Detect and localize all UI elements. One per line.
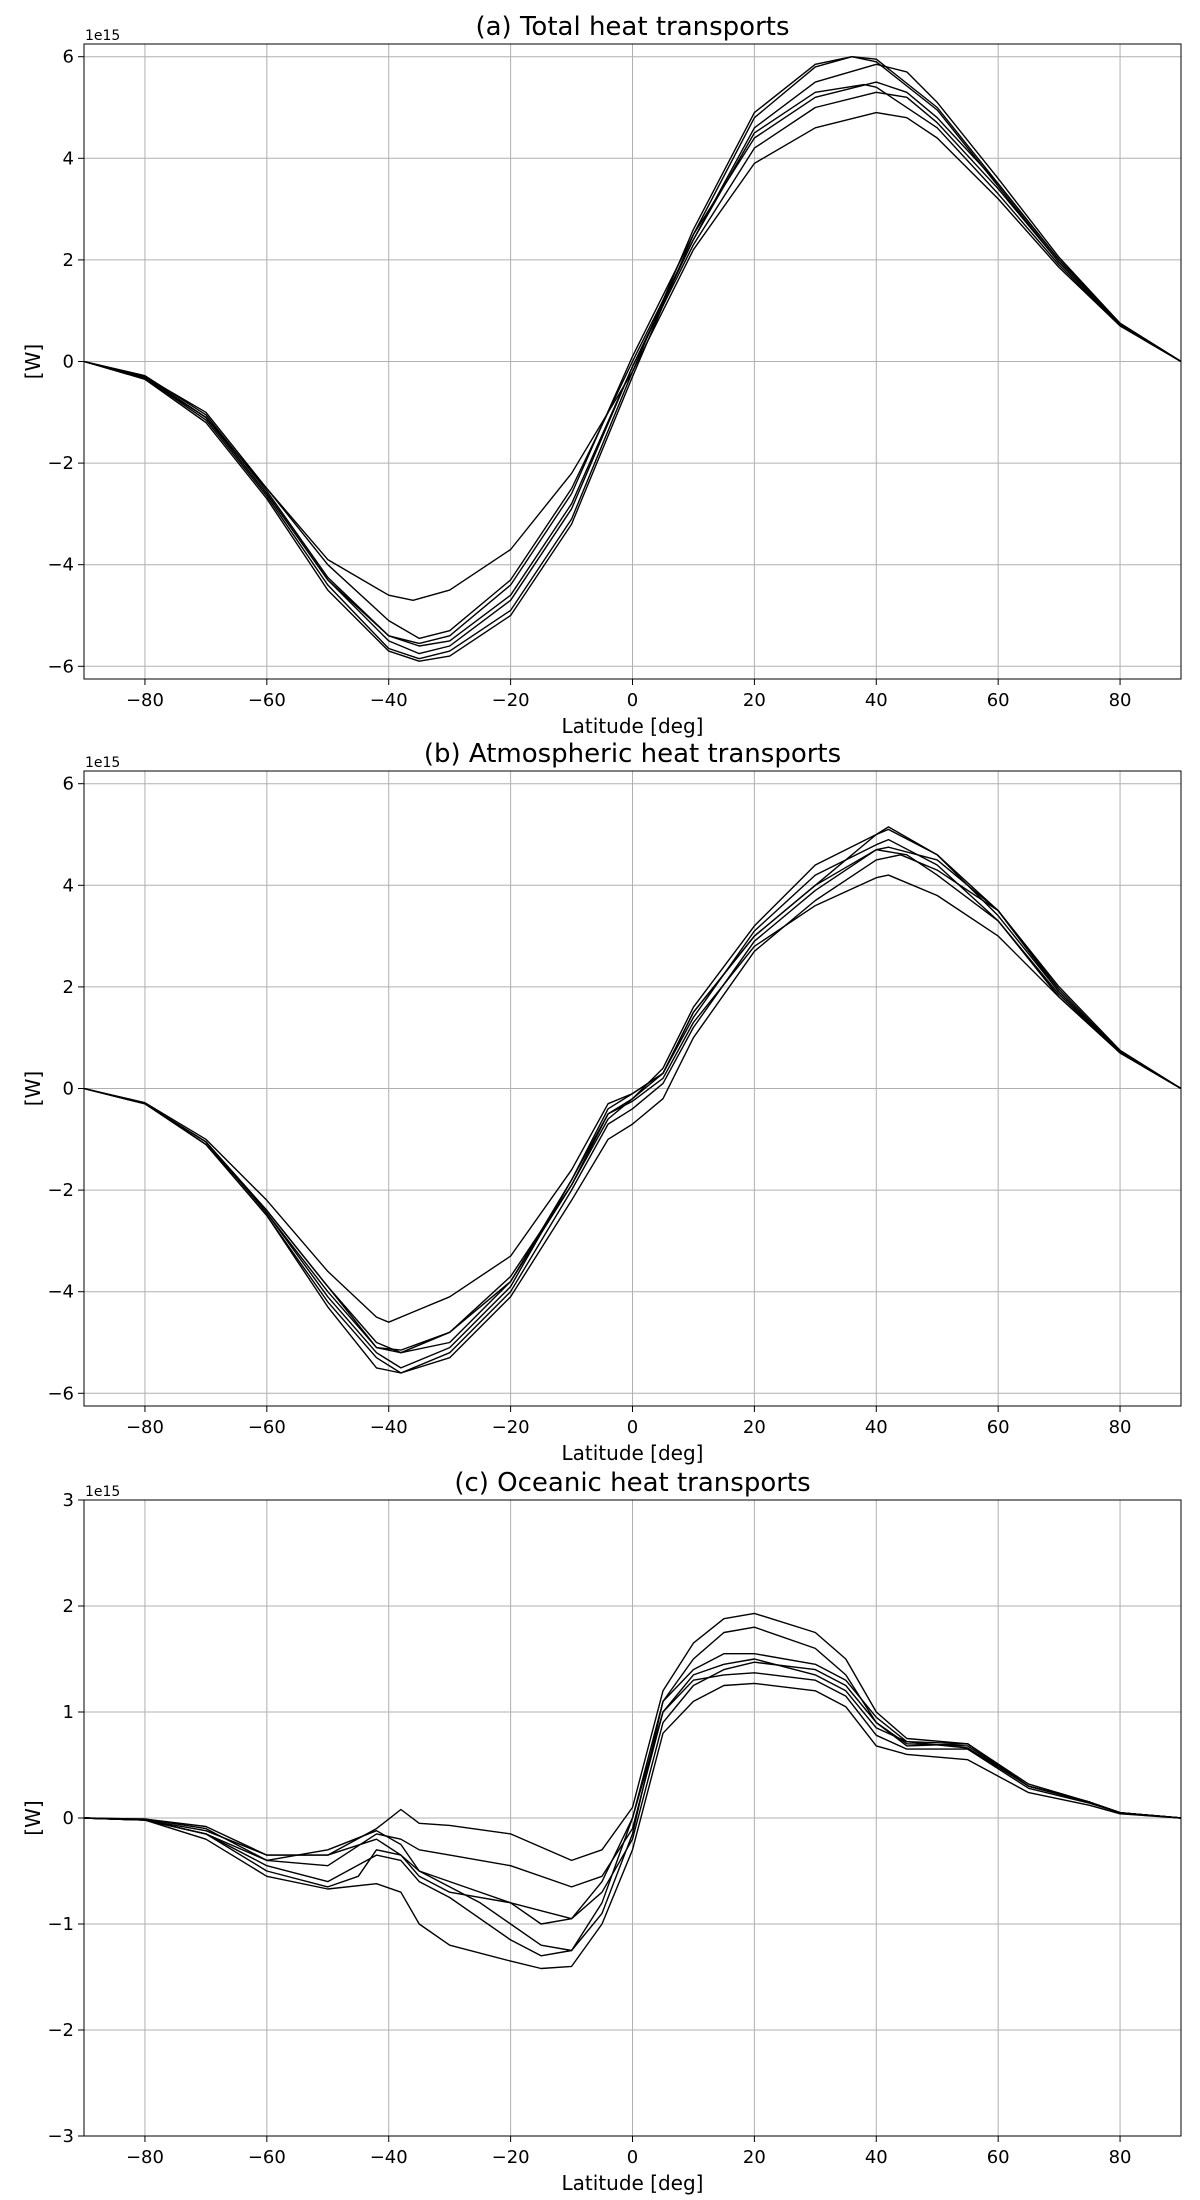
x-axis-label: Latitude [deg]	[562, 714, 704, 738]
series-line-1	[83, 56, 1182, 662]
x-tick-label: 20	[743, 1417, 766, 1438]
y-tick-label: 2	[63, 250, 74, 271]
series-line-6	[83, 1682, 1182, 1970]
y-tick-label: −2	[47, 2020, 74, 2041]
x-tick-label: −80	[126, 1417, 164, 1438]
x-tick-label: −80	[126, 690, 164, 711]
x-tick-label: −40	[370, 1417, 408, 1438]
x-tick-label: 80	[1109, 690, 1132, 711]
x-tick-label: −20	[492, 2147, 530, 2168]
x-tick-label: 40	[865, 1417, 888, 1438]
y-axis-label: [W]	[21, 1800, 45, 1835]
y-axis-label: [W]	[21, 1071, 45, 1106]
y-tick-label: 2	[63, 1596, 74, 1617]
series-group	[83, 56, 1182, 662]
x-tick-label: −60	[248, 1417, 286, 1438]
y-tick-label: 0	[63, 352, 74, 373]
y-tick-label: 1	[63, 1702, 74, 1723]
y-tick-label: 4	[63, 148, 74, 169]
x-tick-label: −20	[492, 1417, 530, 1438]
x-tick-label: 40	[865, 690, 888, 711]
y-offset-label: 1e15	[85, 755, 120, 771]
y-tick-label: −3	[47, 2126, 74, 2147]
series-line-4	[83, 81, 1182, 645]
x-tick-label: 0	[627, 690, 638, 711]
x-axis-label: Latitude [deg]	[562, 1441, 704, 1465]
series-line-5	[83, 91, 1182, 647]
panel-oceanic-heat-transports: −80 −60 −40 −20 0 20 40 60 80 −3 −2 −1 0 1 2 3 (c) Ocean…	[21, 1468, 1182, 2195]
x-tick-label: 0	[627, 2147, 638, 2168]
chart-title: (b) Atmospheric heat transports	[424, 739, 841, 769]
series-line-7	[83, 846, 1182, 1323]
series-group	[83, 1612, 1182, 1970]
x-tick-label: 80	[1109, 1417, 1132, 1438]
y-tick-label: 4	[63, 875, 74, 896]
y-tick-label: 3	[63, 1490, 74, 1511]
y-tick-label: −4	[47, 1282, 74, 1303]
x-tick-label: 60	[987, 2147, 1010, 2168]
y-tick-label: 0	[63, 1808, 74, 1829]
x-tick-label: −40	[370, 690, 408, 711]
x-tick-label: 20	[743, 2147, 766, 2168]
y-tick-label: 2	[63, 977, 74, 998]
series-line-1	[83, 849, 1182, 1374]
y-tick-label: −2	[47, 453, 74, 474]
series-line-7	[83, 1653, 1182, 1925]
series-line-5	[83, 826, 1182, 1351]
x-tick-label: 20	[743, 690, 766, 711]
y-tick-label: 6	[63, 774, 74, 795]
y-offset-label: 1e15	[85, 1484, 120, 1500]
x-tick-label: 60	[987, 1417, 1010, 1438]
x-tick-label: 60	[987, 690, 1010, 711]
x-tick-label: −60	[248, 2147, 286, 2168]
x-tick-label: 80	[1109, 2147, 1132, 2168]
y-tick-label: −1	[47, 1914, 74, 1935]
series-group	[83, 826, 1182, 1374]
x-tick-label: −20	[492, 690, 530, 711]
grid	[84, 771, 1181, 1406]
y-tick-label: −2	[47, 1180, 74, 1201]
chart-title: (c) Oceanic heat transports	[454, 1468, 810, 1498]
x-tick-label: −80	[126, 2147, 164, 2168]
series-line-6	[83, 874, 1182, 1354]
series-line-7	[83, 111, 1182, 601]
y-tick-label: −6	[47, 1383, 74, 1404]
series-line-6	[83, 83, 1182, 640]
x-tick-label: −40	[370, 2147, 408, 2168]
y-tick-label: −4	[47, 555, 74, 576]
y-tick-label: −6	[47, 656, 74, 677]
x-tick-label: 0	[627, 1417, 638, 1438]
y-offset-label: 1e15	[85, 28, 120, 44]
y-tick-label: 6	[63, 47, 74, 68]
x-tick-label: −60	[248, 690, 286, 711]
x-tick-label: 40	[865, 2147, 888, 2168]
y-axis-label: [W]	[21, 344, 45, 379]
y-tick-label: 0	[63, 1079, 74, 1100]
x-axis-label: Latitude [deg]	[562, 2171, 704, 2195]
chart-title: (a) Total heat transports	[475, 12, 789, 42]
